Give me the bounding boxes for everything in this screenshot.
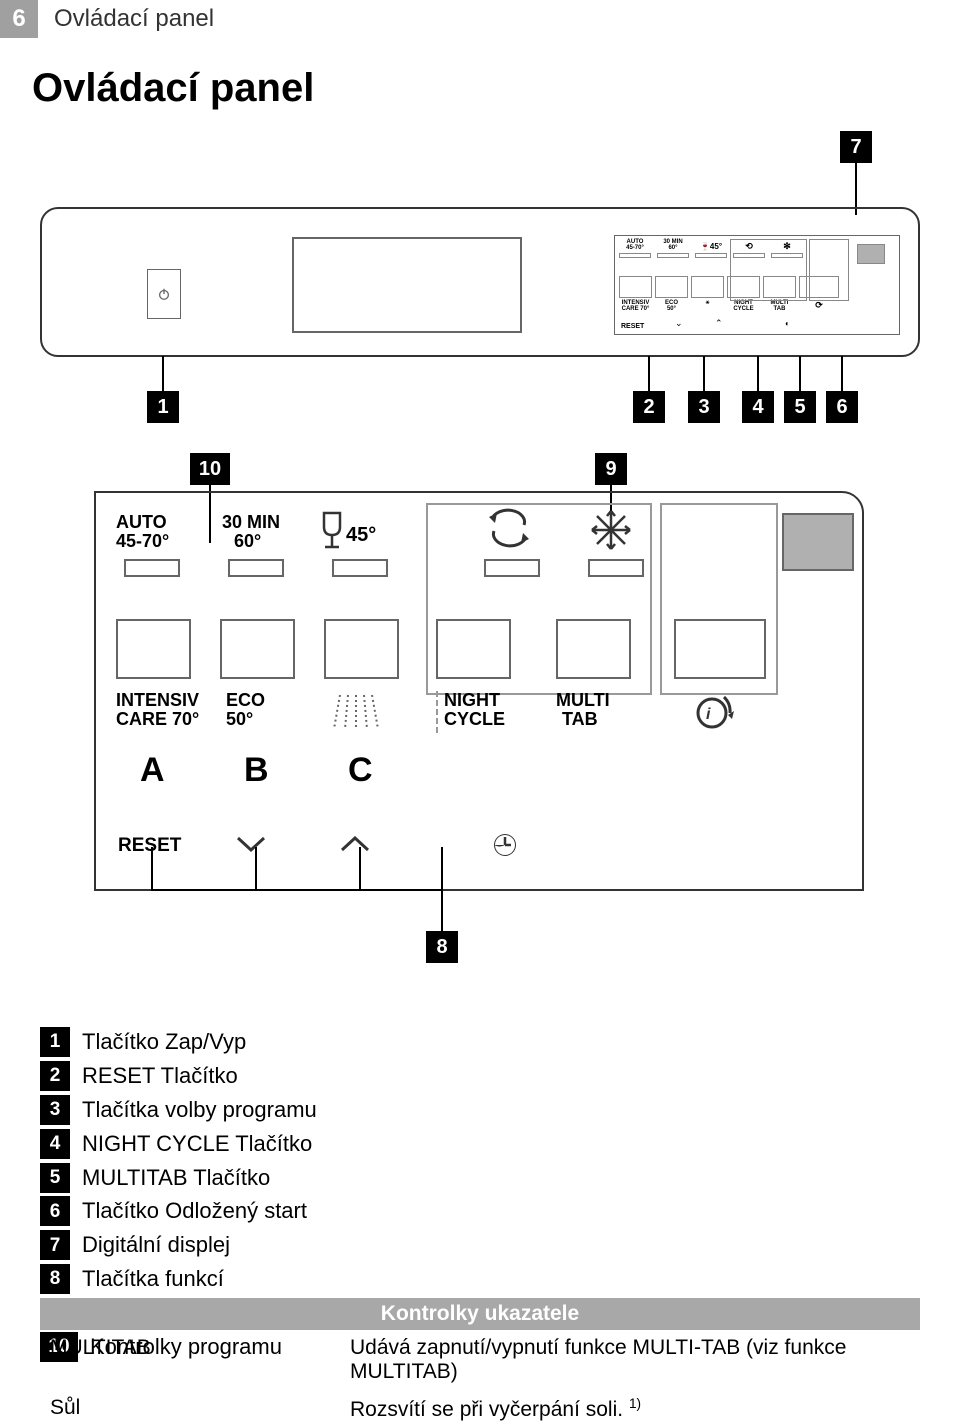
table-row: Sůl Rozsvítí se při vyčerpání soli. 1): [40, 1390, 920, 1428]
page-number: 6: [0, 0, 38, 38]
digital-display: [782, 513, 854, 571]
line: [841, 356, 843, 392]
callout-8: 8: [426, 931, 458, 963]
legend-item: 2RESET Tlačítko: [40, 1060, 317, 1092]
btn: [436, 619, 511, 679]
display-small: [292, 237, 522, 333]
label-c: C: [348, 751, 373, 790]
active-display-small: [857, 244, 885, 264]
cell: MULTITAB: [40, 1330, 340, 1390]
legend-item: 4NIGHT CYCLE Tlačítko: [40, 1128, 317, 1160]
btn: [324, 619, 399, 679]
legend-item: 8Tlačítka funkcí: [40, 1263, 317, 1295]
line: [799, 356, 801, 392]
callout-2: 2: [633, 391, 665, 423]
delay-icon: i: [688, 689, 736, 742]
svg-text:i: i: [706, 706, 711, 723]
reset-label: RESET: [118, 835, 181, 857]
legend-item: 7Digitální displej: [40, 1229, 317, 1261]
cell: Rozsvítí se při vyčerpání soli. 1): [340, 1390, 920, 1428]
min30-label: 30 MIN60°: [222, 513, 280, 551]
auto-label: AUTO45-70°: [116, 513, 169, 551]
cell: Udává zapnutí/vypnutí funkce MULTI‐TAB (…: [340, 1330, 920, 1390]
callout-9: 9: [595, 453, 627, 485]
indicator-table: Kontrolky ukazatele MULTITAB Udává zapnu…: [40, 1298, 920, 1428]
legend-item: 6Tlačítko Odložený start: [40, 1195, 317, 1227]
btn: [220, 619, 295, 679]
header-title: Ovládací panel: [54, 5, 214, 33]
indicator: [124, 559, 180, 577]
indicator: [332, 559, 388, 577]
power-button-small: [147, 269, 181, 319]
callout-7: 7: [840, 131, 872, 163]
label-a: A: [140, 751, 165, 790]
night-label: NIGHTCYCLE: [444, 691, 505, 729]
page-header: 6 Ovládací panel: [0, 0, 960, 38]
legend-item: 1Tlačítko Zap/Vyp: [40, 1026, 317, 1058]
svg-text:45°: 45°: [346, 524, 376, 546]
legend-item: 3Tlačítka volby programu: [40, 1094, 317, 1126]
line: [757, 356, 759, 392]
cell: Sůl: [40, 1390, 340, 1428]
table-header: Kontrolky ukazatele: [40, 1298, 920, 1330]
full-panel: AUTO45-70° 30 MIN60° 🍷45° ⟲ ✻ INTENSIVCA…: [40, 207, 920, 357]
btn: [556, 619, 631, 679]
intensiv-label: INTENSIVCARE 70°: [116, 691, 199, 729]
down-arrow-icon: [236, 836, 266, 859]
multi-label: MULTITAB: [556, 691, 610, 729]
line: [648, 356, 650, 392]
table-row: MULTITAB Udává zapnutí/vypnutí funkce MU…: [40, 1330, 920, 1390]
callout-1: 1: [147, 391, 179, 423]
right-button-group-small: AUTO45-70° 30 MIN60° 🍷45° ⟲ ✻ INTENSIVCA…: [614, 235, 900, 335]
label-b: B: [244, 751, 269, 790]
legend-item: 5MULTITAB Tlačítko: [40, 1162, 317, 1194]
btn: [674, 619, 766, 679]
callout-5: 5: [784, 391, 816, 423]
detail-panel: AUTO45-70° 30 MIN60° 45°: [94, 491, 864, 891]
line: [162, 356, 164, 392]
callout-10: 10: [190, 453, 230, 485]
btn: [116, 619, 191, 679]
reset-small: RESET: [621, 323, 644, 330]
callout-4: 4: [742, 391, 774, 423]
indicator: [228, 559, 284, 577]
callout-3: 3: [688, 391, 720, 423]
spray-icon: [330, 689, 380, 740]
callout-6: 6: [826, 391, 858, 423]
glass-icon: 45°: [320, 509, 384, 558]
eco-label: ECO50°: [226, 691, 265, 729]
clock-icon: [492, 832, 518, 863]
up-arrow-icon: [340, 836, 370, 859]
line: [703, 356, 705, 392]
main-title: Ovládací panel: [32, 66, 960, 111]
